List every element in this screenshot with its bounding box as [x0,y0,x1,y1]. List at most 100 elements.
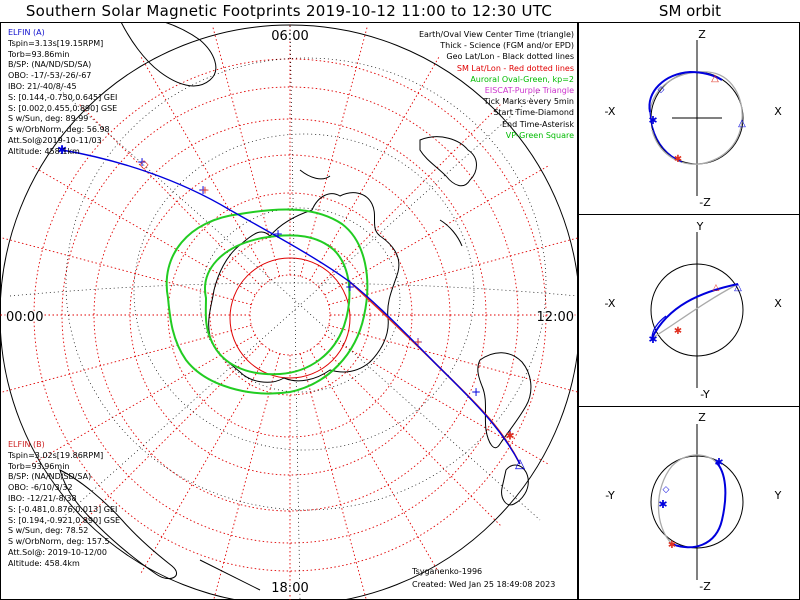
africa-outline [120,22,217,87]
elfin-b-line: S w/Sun, deg: 78.52 [8,526,89,536]
elfin-b-line: S: [-0.481,0.876,0.013] GEI [8,504,118,514]
svg-text:✱: ✱ [714,456,723,469]
island-3 [439,219,463,247]
elfin-a-line: Tspin=3.13s[19.15RPM] [8,38,104,48]
mlt-label-right: 12:00 [537,310,574,325]
sm3-label-right: Y [774,489,782,502]
sm-meridian [139,349,271,576]
legend-item: End Time-Asterisk [501,119,574,129]
sm-meridian [328,324,578,393]
elfin-b-line: Torb=93.96min [8,461,70,471]
sm-panel-frame-3 [578,406,800,600]
sm-orbit-panel-2: △ △ ✱ ✱ Y -Y -X X [605,220,783,401]
svg-text:△: △ [734,282,742,293]
elfin-b-info: ELFIN (B) Tspin=3.02s[19.86RPM] Torb=93.… [8,440,120,570]
sm-orbit-panel-1: △ △ ✱ ✱ ◇ Z -Z -X X [605,28,783,209]
sm-meridian [0,236,252,306]
legend-item: Start Time-Diamond [493,108,574,118]
australia-coast [501,464,529,506]
elfin-a-end-asterisk: ✱ [57,143,67,157]
elfin-a-tick: + [471,385,481,399]
elfin-b-line: OBO: -6/10/3/32 [8,483,73,493]
elfin-b-track [349,281,521,465]
elfin-b-tick: + [200,184,209,197]
svg-text:◇: ◇ [658,85,665,95]
elfin-a-line: S w/Sun, deg: 89.99 [8,114,89,124]
island-1 [199,559,261,591]
elfin-a-tick: + [505,427,515,441]
svg-text:✱: ✱ [668,540,676,551]
sm-orbit-panel-3: ✱ ✱ ◇ ✱ Z -Z -Y Y [605,411,781,593]
sm3-label-left: -Y [605,489,615,502]
sm-panel-frame-2 [578,214,800,407]
svg-text:✱: ✱ [648,333,657,346]
elfin-a-tick: + [198,183,208,197]
south-america-outline [419,136,477,187]
elfin-b-start-diamond: ◇ [139,157,149,171]
elfin-a-info: ELFIN (A) Tspin=3.13s[19.15RPM] Torb=93.… [8,28,117,158]
sm-meridian [299,353,367,600]
svg-text:✱: ✱ [648,114,657,127]
sm2-orbit-a [651,283,739,339]
model-credit: Tsyganenko-1996 [412,567,483,576]
svg-text:✱: ✱ [674,326,682,337]
mlt-label-top: 06:00 [271,29,308,44]
antarctica-outline [208,192,400,383]
elfin-a-line: IBO: 21/-40/8/-45 [8,81,77,91]
created-timestamp: Created: Wed Jan 25 18:49:08 2023 [412,580,556,589]
elfin-a-line: S: [0.002,0.455,0.890] GSE [8,103,118,113]
svg-text:△: △ [711,73,719,84]
sm2-label-left: -X [605,297,616,310]
elfin-a-tick: + [137,155,147,169]
svg-text:◇: ◇ [663,485,670,495]
geo-grid [9,22,578,600]
sm1-label-right: X [774,105,782,118]
legend-item: Geo Lat/Lon - Black dotted lines [446,52,574,62]
sm-meridian [213,353,281,600]
plot-title: Southern Solar Magnetic Footprints 2019-… [25,2,553,20]
sm-meridian [309,349,441,576]
australia-outline [477,352,532,449]
elfin-a-tick: + [345,280,355,294]
sm3-orbit-a [671,461,727,549]
sm-meridian [299,25,369,277]
elfin-a-track [61,149,521,465]
elfin-tracks: +++++++✱△◇++✱ [57,143,525,472]
elfin-a-line: OBO: -17/-53/-26/-67 [8,71,92,81]
sm1-label-bottom: -Z [699,196,711,209]
sm-meridian [77,102,263,288]
legend-item: Auroral Oval-Green, kp=2 [470,74,574,84]
elfin-b-end-asterisk: ✱ [505,430,514,443]
legend-item: Earth/Oval View Center Time (triangle) [418,30,574,39]
elfin-a-line: B/SP: (NA/ND/SD/SA) [8,60,92,70]
earth-limb [0,24,578,600]
svg-text:△: △ [713,283,720,293]
legend-item: EISCAT-Purple Triangle [484,86,574,96]
sm2-orbit-b [651,283,739,339]
mlt-label-bottom: 18:00 [271,581,308,596]
sm-meridian [29,164,256,296]
elfin-a-title: ELFIN (A) [8,28,45,37]
sm-orbit-title: SM orbit [658,2,722,20]
sm1-label-top: Z [698,28,706,41]
auroral-oval-inner [204,234,351,376]
mlt-label-left: 00:00 [6,310,43,325]
svg-text:✱: ✱ [658,498,667,511]
sm-pole-circle [229,257,351,379]
auroral-oval [165,208,369,395]
sm-meridian [139,54,271,281]
elfin-a-center-triangle: △ [515,457,525,472]
sm-meridian [309,54,441,281]
sm3-orbit-b [657,454,717,545]
elfin-b-line: IBO: -12/21/-8/38 [8,493,77,503]
legend-item: VP-Green Square [505,130,574,140]
sm3-label-top: Z [698,411,706,424]
sm1-orbit-a [648,70,723,113]
sm-meridian [317,342,503,528]
svg-text:△: △ [738,118,746,129]
elfin-b-line: Altitude: 458.4km [8,558,80,568]
sm-meridian [0,324,252,394]
sm-meridian [324,334,551,466]
